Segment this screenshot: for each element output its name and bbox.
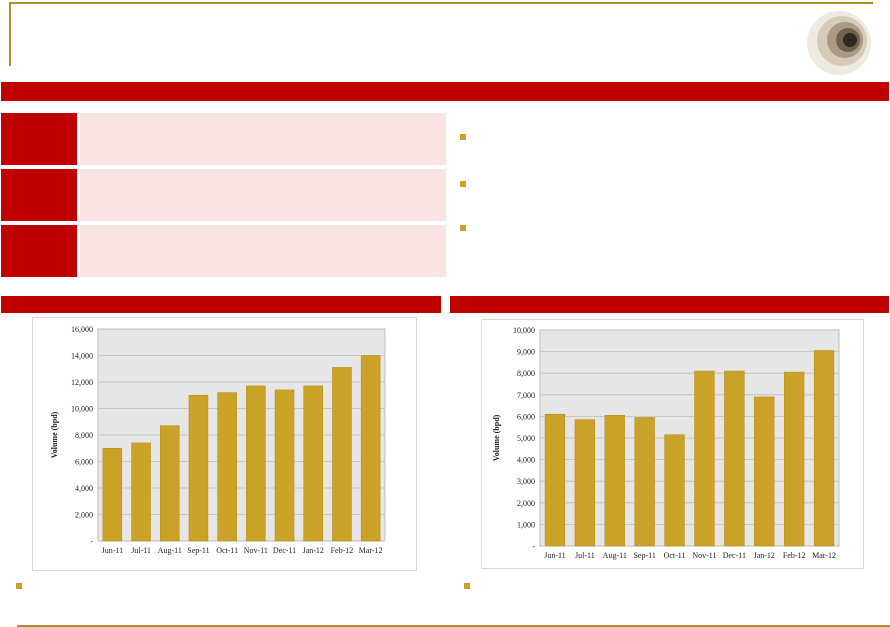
volume-chart-left-svg: - 2,000 4,000 6,000 8,000 10,000 12,000 14,000 1…	[50, 325, 386, 555]
y-tick-label: 2,000	[517, 499, 535, 508]
y-tick-label: 1,000	[517, 520, 535, 529]
x-tick-label: Aug-11	[603, 551, 627, 560]
x-tick-label: Sep-11	[187, 546, 209, 555]
bar	[131, 442, 151, 542]
bar	[754, 396, 775, 547]
bar	[360, 355, 381, 542]
x-tick-label: Feb-12	[331, 546, 354, 555]
bar	[574, 419, 596, 547]
x-tick-label: Jul-11	[131, 546, 151, 555]
key-point-row	[1, 113, 446, 165]
left-chart-header-bar	[1, 296, 441, 313]
y-tick-label: 7,000	[517, 391, 535, 400]
x-tick-label: Mar-12	[812, 551, 836, 560]
bar	[724, 370, 745, 547]
bar	[102, 447, 123, 542]
key-point-body	[80, 169, 446, 221]
y-tick-label: 8,000	[517, 369, 535, 378]
y-tick-label: 8,000	[75, 431, 93, 440]
footer-rule	[17, 625, 890, 627]
x-tick-label: Dec-11	[273, 546, 296, 555]
y-tick-label: 10,000	[513, 326, 535, 335]
x-tick-label: Nov-11	[244, 546, 268, 555]
bar	[332, 367, 352, 542]
x-tick-label: Oct-11	[664, 551, 686, 560]
y-tick-label: -	[90, 537, 93, 546]
y-axis-label: Volume (bpd)	[492, 414, 501, 461]
title-frame	[9, 2, 873, 66]
bar	[604, 415, 625, 547]
bar	[188, 394, 209, 542]
key-point-body	[80, 113, 446, 165]
x-tick-label: Jul-11	[575, 551, 595, 560]
bar	[159, 425, 180, 542]
square-bullet-icon	[460, 134, 466, 140]
y-tick-label: 6,000	[75, 458, 93, 467]
y-tick-label: 16,000	[71, 325, 93, 334]
bar	[217, 392, 237, 542]
bar	[544, 413, 566, 547]
y-tick-label: 5,000	[517, 434, 535, 443]
x-tick-label: Jun-11	[544, 551, 565, 560]
x-tick-label: Nov-11	[692, 551, 716, 560]
right-chart-header-bar	[450, 296, 889, 313]
y-tick-label: 3,000	[517, 477, 535, 486]
key-point-tab	[1, 225, 77, 277]
key-point-tab	[1, 113, 77, 165]
x-tick-label: Oct-11	[216, 546, 238, 555]
x-tick-label: Jan-12	[754, 551, 775, 560]
x-tick-label: Mar-12	[359, 546, 383, 555]
key-point-tab	[1, 169, 77, 221]
volume-chart-left: - 2,000 4,000 6,000 8,000 10,000 12,000 14,000 1…	[32, 317, 417, 571]
volume-chart-right: - 1,000 2,000 3,000 4,000 5,000 6,000 7,000 8,00…	[481, 319, 864, 569]
y-tick-label: -	[532, 542, 535, 551]
square-bullet-icon	[460, 181, 466, 187]
x-tick-label: Jan-12	[303, 546, 324, 555]
concentric-circles-logo-icon	[807, 11, 871, 75]
key-point-row	[1, 225, 446, 277]
section-header-bar	[1, 82, 889, 101]
x-tick-label: Dec-11	[723, 551, 746, 560]
square-bullet-icon	[464, 583, 470, 589]
y-tick-label: 14,000	[71, 352, 93, 361]
bar	[664, 434, 685, 547]
square-bullet-icon	[460, 225, 466, 231]
x-tick-label: Aug-11	[158, 546, 182, 555]
key-point-body	[80, 225, 446, 277]
bar	[274, 389, 295, 542]
y-axis-label: Volume (bpd)	[50, 411, 59, 458]
x-tick-label: Jun-11	[102, 546, 123, 555]
bar	[303, 385, 324, 542]
bar	[634, 417, 655, 547]
x-tick-label: Sep-11	[633, 551, 655, 560]
x-tick-label: Feb-12	[783, 551, 806, 560]
y-tick-label: 6,000	[517, 412, 535, 421]
y-tick-label: 2,000	[75, 511, 93, 520]
bar	[783, 371, 805, 547]
bar	[813, 350, 835, 547]
y-tick-label: 4,000	[517, 456, 535, 465]
y-tick-label: 9,000	[517, 348, 535, 357]
bar	[694, 370, 715, 547]
key-point-row	[1, 169, 446, 221]
bar	[246, 385, 266, 542]
square-bullet-icon	[16, 583, 22, 589]
y-tick-label: 4,000	[75, 484, 93, 493]
y-tick-label: 10,000	[71, 405, 93, 414]
y-tick-label: 12,000	[71, 378, 93, 387]
volume-chart-right-svg: - 1,000 2,000 3,000 4,000 5,000 6,000 7,000 8,00…	[492, 326, 840, 560]
